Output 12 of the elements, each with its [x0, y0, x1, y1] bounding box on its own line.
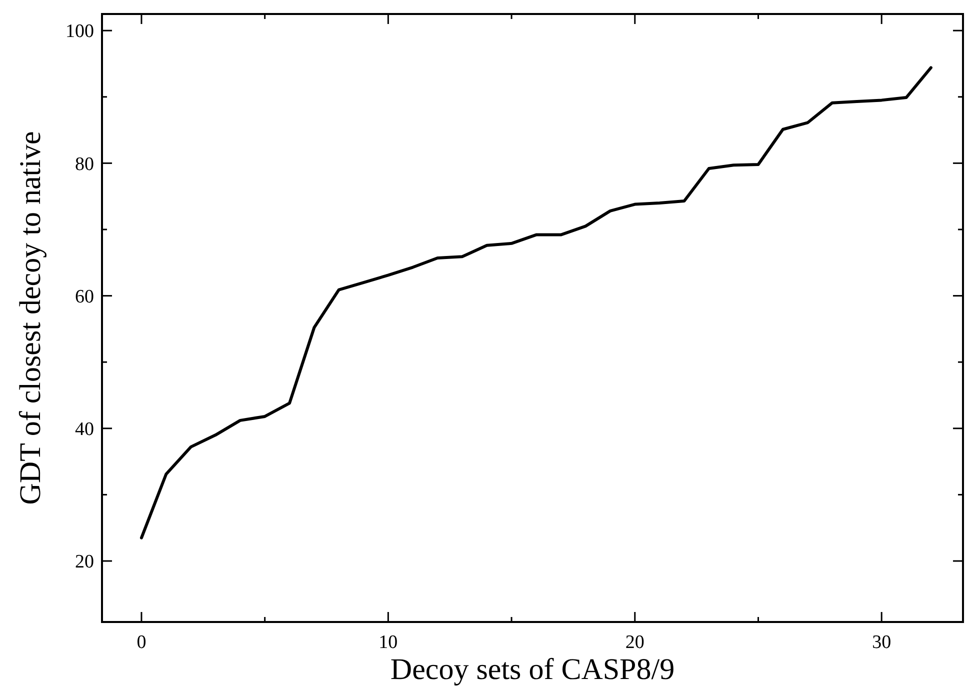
- line-series: [140, 66, 932, 540]
- x-tick-label: 0: [136, 632, 146, 653]
- x-axis-title: Decoy sets of CASP8/9: [390, 653, 675, 686]
- x-tick-label: 30: [872, 632, 892, 653]
- x-tick-label: 20: [625, 632, 644, 653]
- y-tick-label: 100: [66, 21, 94, 42]
- y-tick-label: 80: [75, 154, 94, 175]
- y-tick-label: 20: [75, 552, 94, 573]
- x-tick-label: 10: [378, 632, 398, 653]
- y-tick-label: 60: [75, 286, 94, 308]
- y-tick-label: 40: [75, 419, 94, 440]
- y-axis-title: GDT of closest decoy to native: [14, 131, 47, 505]
